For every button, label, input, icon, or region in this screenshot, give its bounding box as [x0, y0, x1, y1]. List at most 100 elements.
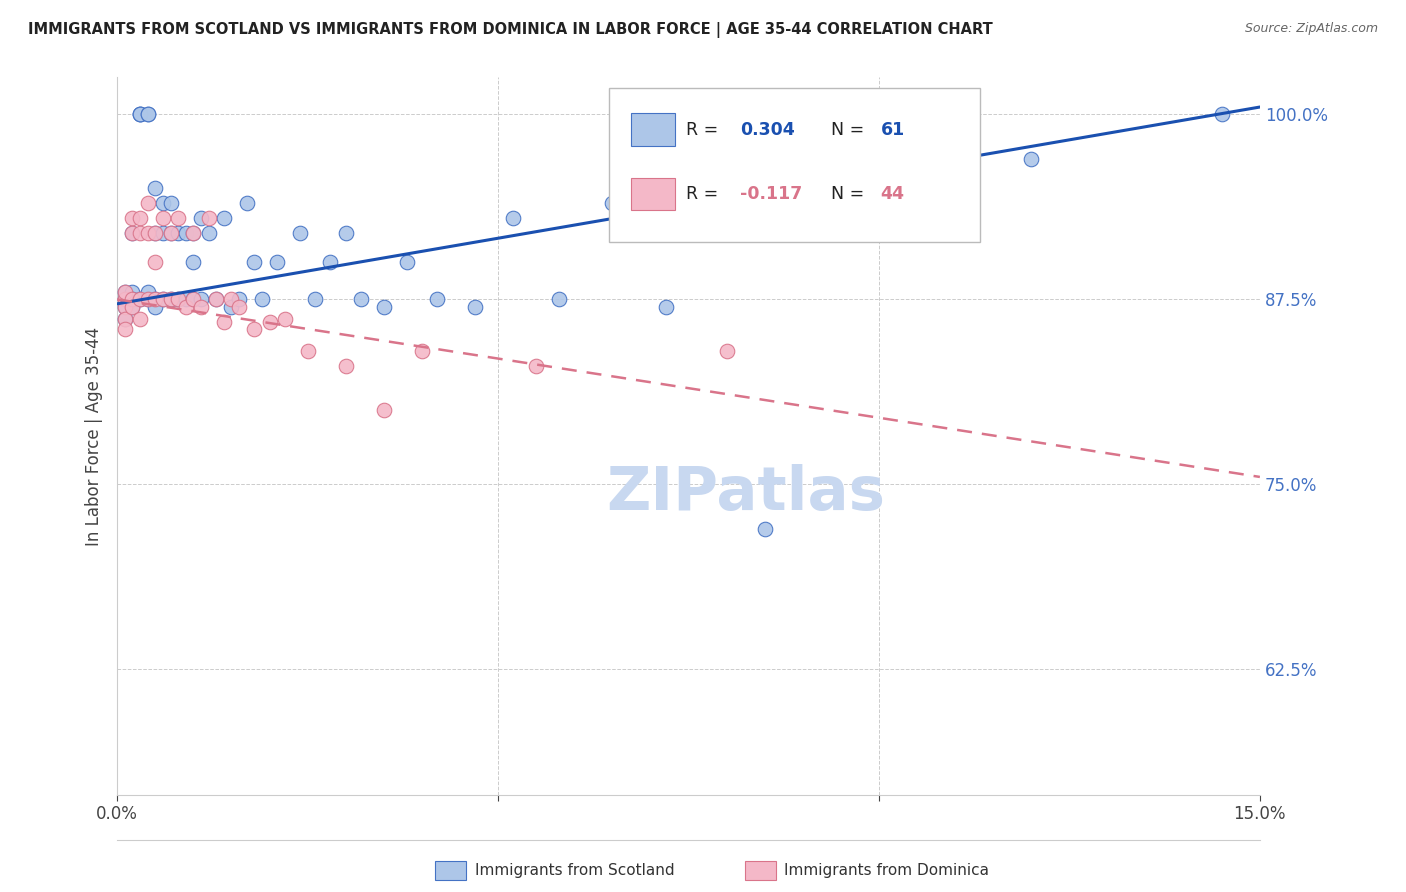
Point — [136, 293, 159, 307]
Point — [335, 226, 357, 240]
Point — [114, 311, 136, 326]
Point — [129, 293, 152, 307]
Point — [259, 315, 281, 329]
Point — [136, 285, 159, 299]
Point — [335, 359, 357, 373]
Text: ZIPatlas: ZIPatlas — [606, 464, 886, 524]
Point — [121, 300, 143, 314]
Point — [167, 211, 190, 225]
Point — [136, 293, 159, 307]
Point — [288, 226, 311, 240]
Text: -0.117: -0.117 — [740, 185, 803, 202]
Text: N =: N = — [831, 185, 870, 202]
Point — [190, 211, 212, 225]
Point — [235, 196, 257, 211]
Point — [167, 226, 190, 240]
Point — [174, 226, 197, 240]
Point — [411, 344, 433, 359]
Point — [167, 293, 190, 307]
Point — [250, 293, 273, 307]
Point — [304, 293, 326, 307]
Point — [183, 226, 205, 240]
Point — [129, 311, 152, 326]
Point — [205, 293, 228, 307]
Point — [129, 226, 152, 240]
Point — [121, 211, 143, 225]
Point — [143, 255, 166, 269]
Point — [266, 255, 288, 269]
Point — [121, 226, 143, 240]
Text: 61: 61 — [880, 120, 904, 139]
Point — [183, 226, 205, 240]
Point — [129, 211, 152, 225]
Point — [212, 211, 235, 225]
Point — [121, 293, 143, 307]
Point — [136, 226, 159, 240]
FancyBboxPatch shape — [631, 178, 675, 211]
Point — [1021, 152, 1043, 166]
Point — [174, 300, 197, 314]
Point — [121, 293, 143, 307]
Point — [167, 293, 190, 307]
Point — [152, 211, 174, 225]
Text: Source: ZipAtlas.com: Source: ZipAtlas.com — [1244, 22, 1378, 36]
FancyBboxPatch shape — [631, 113, 675, 145]
Point — [297, 344, 319, 359]
Y-axis label: In Labor Force | Age 35-44: In Labor Force | Age 35-44 — [86, 326, 103, 546]
Point — [197, 226, 219, 240]
Text: Immigrants from Scotland: Immigrants from Scotland — [475, 863, 675, 878]
Point — [159, 226, 181, 240]
Point — [548, 293, 571, 307]
Point — [129, 293, 152, 307]
Point — [152, 293, 174, 307]
Point — [274, 311, 297, 326]
FancyBboxPatch shape — [609, 88, 980, 243]
Point — [121, 285, 143, 299]
Point — [143, 293, 166, 307]
Point — [114, 285, 136, 299]
Point — [197, 211, 219, 225]
Point — [121, 226, 143, 240]
Point — [373, 403, 395, 417]
Text: 44: 44 — [880, 185, 904, 202]
Point — [136, 107, 159, 121]
Point — [121, 300, 143, 314]
Point — [143, 226, 166, 240]
Point — [152, 293, 174, 307]
Point — [1211, 107, 1233, 121]
Point — [243, 322, 266, 336]
Point — [183, 293, 205, 307]
Point — [114, 311, 136, 326]
Point — [395, 255, 418, 269]
Point — [373, 300, 395, 314]
Point — [654, 300, 676, 314]
Text: R =: R = — [686, 120, 724, 139]
Point — [228, 300, 250, 314]
Text: 0.304: 0.304 — [740, 120, 794, 139]
Point — [319, 255, 342, 269]
Point — [183, 293, 205, 307]
Point — [243, 255, 266, 269]
Point — [114, 293, 136, 307]
Point — [205, 293, 228, 307]
Point — [426, 293, 449, 307]
Point — [143, 226, 166, 240]
Point — [350, 293, 373, 307]
Point — [143, 293, 166, 307]
Text: Immigrants from Dominica: Immigrants from Dominica — [785, 863, 990, 878]
Text: IMMIGRANTS FROM SCOTLAND VS IMMIGRANTS FROM DOMINICA IN LABOR FORCE | AGE 35-44 : IMMIGRANTS FROM SCOTLAND VS IMMIGRANTS F… — [28, 22, 993, 38]
Point — [121, 293, 143, 307]
Point — [221, 293, 243, 307]
Point — [183, 255, 205, 269]
Point — [114, 293, 136, 307]
Point — [114, 300, 136, 314]
Point — [212, 315, 235, 329]
Point — [190, 300, 212, 314]
Point — [114, 322, 136, 336]
Point — [152, 196, 174, 211]
Point — [464, 300, 486, 314]
Point — [143, 181, 166, 195]
Text: R =: R = — [686, 185, 724, 202]
Point — [524, 359, 547, 373]
Point — [136, 196, 159, 211]
